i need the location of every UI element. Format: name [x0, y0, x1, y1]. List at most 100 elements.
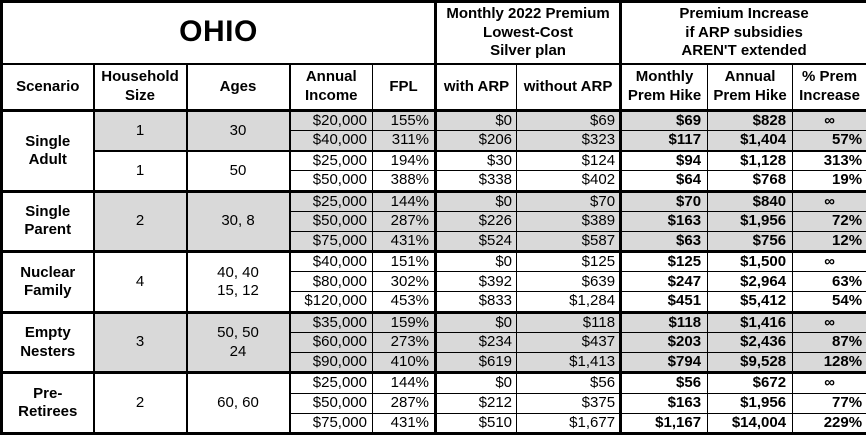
with-arp-premium-cell: $619 [435, 352, 518, 374]
column-header-ages: Ages [186, 63, 291, 112]
fpl-cell: 431% [371, 412, 438, 435]
fpl-cell: 431% [371, 230, 438, 253]
without-arp-premium-cell: $125 [516, 250, 623, 273]
monthly-prem-hike-cell: $163 [620, 392, 709, 414]
with-arp-premium-cell: $234 [435, 332, 518, 354]
annual-prem-hike-cell: $1,956 [707, 210, 794, 232]
with-arp-premium-cell: $0 [435, 371, 518, 394]
column-header-household-size: Household Size [93, 63, 188, 112]
with-arp-premium-cell: $0 [435, 189, 518, 212]
monthly-prem-hike-cell: $247 [620, 271, 709, 293]
table-row: Empty Nesters 3 50, 50 24 $35,000 159% $0 $118… [1, 310, 866, 374]
annual-income-cell: $75,000 [289, 412, 373, 435]
household-size-cell: 4 [93, 250, 188, 313]
without-arp-premium-cell: $1,284 [516, 291, 623, 313]
annual-income-cell: $40,000 [289, 250, 373, 273]
title-row: OHIO Monthly 2022 Premium Lowest-Cost Si… [0, 1, 866, 65]
column-header-pct-prem-increase: % Prem Increase [792, 63, 866, 112]
pct-prem-increase-cell: 63% [792, 271, 866, 293]
fpl-cell: 151% [371, 250, 438, 273]
fpl-cell: 410% [371, 352, 438, 374]
without-arp-premium-cell: $375 [516, 392, 623, 414]
table-row: $75,000 431% $524 $587 $63 $756 12% [2, 230, 866, 253]
fpl-cell: 311% [371, 130, 438, 152]
without-arp-premium-cell: $1,413 [516, 352, 623, 374]
monthly-prem-hike-cell: $203 [620, 332, 709, 354]
annual-income-cell: $25,000 [289, 149, 373, 172]
pct-prem-increase-cell: 19% [792, 170, 866, 192]
fpl-cell: 453% [371, 291, 438, 313]
pct-prem-increase-cell: ∞ [792, 189, 866, 212]
without-arp-premium-cell: $587 [516, 230, 623, 253]
annual-prem-hike-cell: $1,404 [707, 130, 794, 152]
monthly-prem-hike-cell: $794 [620, 352, 709, 374]
ages-cell: 50 [186, 149, 291, 192]
increase-group-header: Premium Increase if ARP subsidies AREN'T… [620, 1, 866, 65]
without-arp-premium-cell: $389 [516, 210, 623, 232]
monthly-prem-hike-cell: $163 [620, 210, 709, 232]
scenario-cell: Single Adult [1, 109, 95, 192]
scenario-cell: Pre- Retirees [1, 371, 95, 434]
monthly-prem-hike-cell: $125 [620, 250, 709, 273]
annual-income-cell: $50,000 [289, 392, 373, 414]
annual-prem-hike-cell: $2,436 [707, 332, 794, 354]
pct-prem-increase-cell: 128% [792, 352, 866, 374]
annual-prem-hike-cell: $14,004 [707, 412, 794, 435]
fpl-cell: 287% [371, 392, 438, 414]
without-arp-premium-cell: $118 [516, 310, 623, 334]
pct-prem-increase-cell: 12% [792, 230, 866, 253]
pct-prem-increase-cell: 57% [792, 130, 866, 152]
without-arp-premium-cell: $323 [516, 130, 623, 152]
table-row: $75,000 431% $510 $1,677 $1,167 $14,004 229% [2, 412, 866, 435]
with-arp-premium-cell: $0 [435, 250, 518, 273]
monthly-prem-hike-cell: $69 [620, 108, 709, 132]
table-row: $50,000 388% $338 $402 $64 $768 19% [2, 170, 866, 192]
with-arp-premium-cell: $0 [435, 310, 518, 334]
with-arp-premium-cell: $0 [435, 108, 518, 132]
with-arp-premium-cell: $30 [435, 149, 518, 172]
annual-prem-hike-cell: $9,528 [707, 352, 794, 374]
without-arp-premium-cell: $56 [516, 371, 623, 394]
annual-income-cell: $120,000 [289, 291, 373, 313]
fpl-cell: 159% [371, 310, 438, 334]
without-arp-premium-cell: $402 [516, 170, 623, 192]
monthly-prem-hike-cell: $56 [620, 371, 709, 394]
column-header-row: Scenario Household Size Ages Annual Inco… [1, 63, 866, 112]
column-header-monthly-prem-hike: Monthly Prem Hike [620, 63, 709, 112]
annual-prem-hike-cell: $768 [707, 170, 794, 192]
annual-prem-hike-cell: $756 [707, 230, 794, 253]
without-arp-premium-cell: $639 [516, 271, 623, 293]
household-size-cell: 3 [93, 310, 188, 374]
household-size-cell: 1 [93, 108, 188, 152]
ages-cell: 30, 8 [186, 189, 291, 253]
without-arp-premium-cell: $1,677 [516, 412, 623, 435]
table-row: Single Parent 2 30, 8 $25,000 144% $0 $70 $70 $8… [1, 189, 866, 253]
pct-prem-increase-cell: 87% [792, 332, 866, 354]
table-row: 1 50 $25,000 194% $30 $124 $94 $1,128 313% [2, 149, 866, 192]
monthly-prem-hike-cell: $70 [620, 189, 709, 212]
table-row: $80,000 302% $392 $639 $247 $2,964 63% [2, 271, 866, 293]
annual-income-cell: $35,000 [289, 310, 373, 334]
fpl-cell: 144% [371, 371, 438, 394]
annual-income-cell: $40,000 [289, 130, 373, 152]
annual-income-cell: $90,000 [289, 352, 373, 374]
column-header-without-arp: without ARP [516, 63, 623, 112]
pct-prem-increase-cell: ∞ [792, 310, 866, 334]
pct-prem-increase-cell: ∞ [792, 108, 866, 132]
ages-cell: 30 [186, 108, 291, 152]
table-row: $60,000 273% $234 $437 $203 $2,436 87% [2, 332, 866, 354]
premium-group-header: Monthly 2022 Premium Lowest-Cost Silver … [435, 1, 623, 65]
fpl-cell: 155% [371, 108, 438, 132]
annual-income-cell: $80,000 [289, 271, 373, 293]
fpl-cell: 388% [371, 170, 438, 192]
without-arp-premium-cell: $437 [516, 332, 623, 354]
with-arp-premium-cell: $212 [435, 392, 518, 414]
annual-prem-hike-cell: $1,500 [707, 250, 794, 273]
monthly-prem-hike-cell: $117 [620, 130, 709, 152]
pct-prem-increase-cell: 313% [792, 149, 866, 172]
without-arp-premium-cell: $69 [516, 108, 623, 132]
annual-prem-hike-cell: $1,416 [707, 310, 794, 334]
fpl-cell: 194% [371, 149, 438, 172]
annual-income-cell: $75,000 [289, 230, 373, 253]
table-row: Pre- Retirees 2 60, 60 $25,000 144% $0 $56 $56 $… [1, 371, 866, 434]
